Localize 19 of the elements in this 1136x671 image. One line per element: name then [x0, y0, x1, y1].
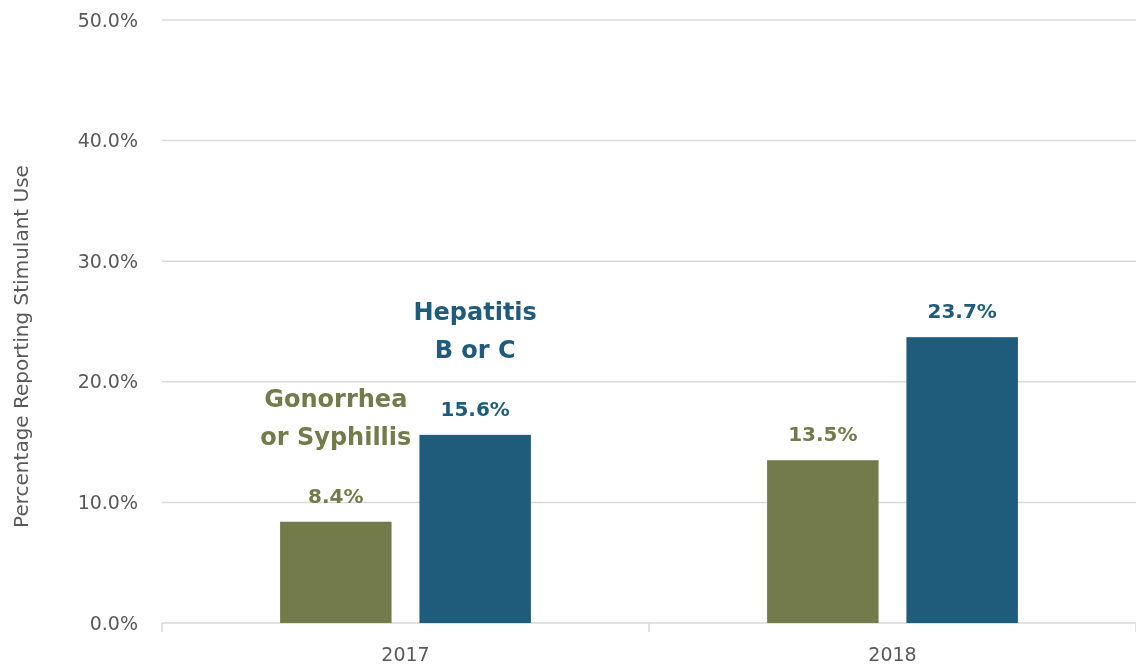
- data-label: 8.4%: [308, 483, 364, 508]
- y-tick-label: 0.0%: [89, 611, 138, 634]
- y-tick-label: 30.0%: [77, 249, 138, 272]
- x-tick-label: 2017: [381, 643, 430, 665]
- y-tick-label: 20.0%: [77, 370, 138, 393]
- data-label: 23.7%: [927, 299, 997, 324]
- bar: [767, 460, 879, 623]
- text: Gonorrhea or Syphillis: [260, 384, 412, 451]
- y-tick-label: 50.0%: [77, 8, 138, 31]
- y-tick-label: 10.0%: [77, 491, 138, 514]
- x-tick-label: 2018: [868, 643, 917, 665]
- bar: [906, 337, 1018, 623]
- y-axis-title: Percentage Reporting Stimulant Use: [9, 165, 33, 528]
- data-label: 15.6%: [440, 396, 510, 421]
- bar: [419, 434, 531, 623]
- text: Hepatitis B or C: [413, 297, 537, 364]
- bar: [280, 521, 392, 623]
- y-tick-label: 40.0%: [77, 129, 138, 152]
- data-label: 13.5%: [788, 422, 858, 447]
